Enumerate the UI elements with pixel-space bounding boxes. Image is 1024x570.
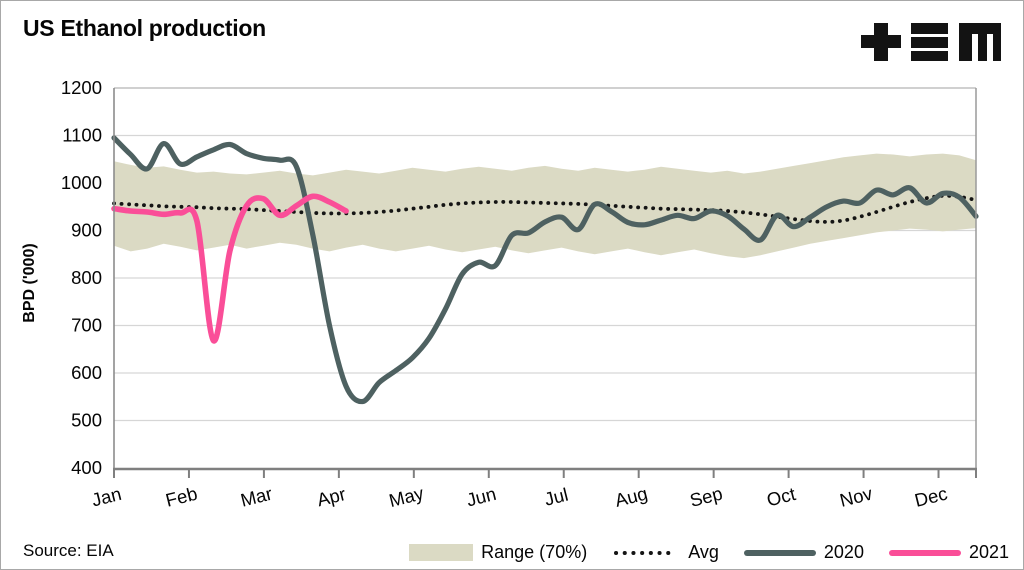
x-tick-label: Aug bbox=[613, 483, 650, 511]
y-tick-label: 400 bbox=[71, 457, 102, 478]
legend-label: 2021 bbox=[968, 542, 1009, 562]
range-band-swatch bbox=[409, 544, 474, 561]
logo-bar bbox=[911, 37, 948, 48]
y-tick-label: 800 bbox=[71, 267, 102, 288]
line-2021-swatch bbox=[888, 549, 961, 556]
legend-item-2021: 2021 bbox=[888, 542, 1009, 563]
tem-logo bbox=[861, 23, 1001, 61]
logo-bar bbox=[911, 23, 948, 34]
source-note: Source: EIA bbox=[23, 541, 114, 560]
x-tick-label: Jun bbox=[464, 483, 498, 511]
legend-label: 2020 bbox=[823, 542, 864, 562]
y-tick-label: 1100 bbox=[62, 125, 102, 146]
x-tick-label: Sep bbox=[688, 483, 725, 511]
x-tick-label: Jan bbox=[89, 483, 123, 511]
avg-dotted-swatch bbox=[614, 550, 679, 555]
legend-label: Range (70%) bbox=[481, 542, 588, 562]
x-tick-label: Jul bbox=[542, 484, 570, 510]
page-title: US Ethanol production bbox=[23, 15, 266, 41]
logo-plus-horizontal bbox=[861, 35, 901, 48]
legend-item-2020: 2020 bbox=[743, 542, 864, 563]
logo-bar bbox=[911, 51, 948, 61]
line-2020-swatch bbox=[743, 549, 816, 556]
y-tick-label: 500 bbox=[71, 410, 102, 431]
line-2020 bbox=[111, 135, 979, 405]
x-tick-label: Nov bbox=[837, 482, 875, 511]
y-tick-label: 1000 bbox=[61, 172, 102, 193]
y-tick-label: 700 bbox=[71, 315, 102, 336]
y-tick-label: 1200 bbox=[61, 77, 102, 98]
x-tick-label: Feb bbox=[163, 483, 199, 511]
legend-item-avg: Avg bbox=[612, 542, 719, 563]
x-tick-label: Dec bbox=[912, 483, 949, 511]
legend-item-range: Range (70%) bbox=[409, 542, 587, 563]
y-tick-label: 900 bbox=[71, 220, 102, 241]
x-tick-label: Apr bbox=[315, 483, 348, 510]
logo-m bbox=[959, 23, 1001, 61]
y-tick-label: 600 bbox=[71, 362, 102, 383]
legend-label: Avg bbox=[688, 542, 719, 562]
x-tick-label: Oct bbox=[765, 483, 798, 510]
x-tick-label: May bbox=[387, 482, 427, 511]
avg-line bbox=[112, 193, 978, 224]
x-tick-label: Mar bbox=[238, 483, 274, 511]
range-band bbox=[114, 153, 976, 259]
line-2021 bbox=[111, 193, 349, 344]
chart-legend: Range (70%) Avg 2020 2021 bbox=[409, 542, 1009, 563]
